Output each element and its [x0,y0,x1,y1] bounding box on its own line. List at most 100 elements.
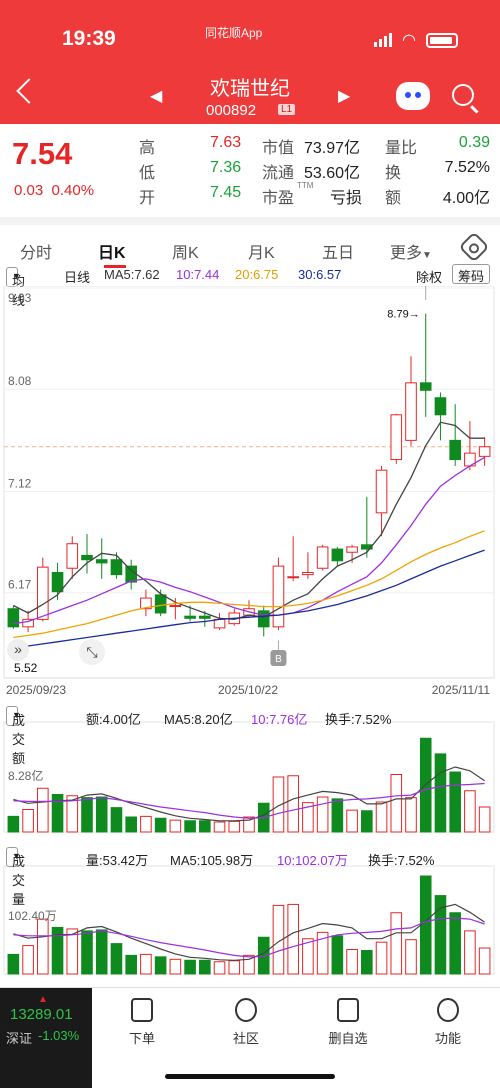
candle [287,576,299,579]
volume-bar [66,928,79,975]
volume-bar [140,953,152,975]
date-tick-end: 2025/11/11 [432,683,491,697]
chip-button[interactable]: 筹码 [452,264,491,284]
buy-marker [270,650,287,666]
candle [154,594,167,614]
price-axis-label: 6.17 [8,578,32,592]
candle [302,571,314,576]
volume-bar [125,816,137,833]
candle [140,597,152,610]
next-stock-icon[interactable]: ▶ [338,88,351,105]
nav-order[interactable]: 下单 [112,998,172,1047]
candle [184,615,196,619]
nav-remove-watch[interactable]: 删自选 [318,998,378,1047]
nav-functions[interactable]: 功能 [418,998,478,1047]
amount-legend-ma10: 10:7.76亿 [251,712,308,727]
volume-bar [272,776,285,833]
volume-bar [140,815,152,833]
expand-icon [7,639,29,661]
volume-bar [184,959,196,975]
amount-legend: 成交额 ▼ 额:4.00亿 MA5:8.20亿 10:7.76亿 换手:7.52… [0,706,500,766]
nav-remove-watch-label: 删自选 [328,1031,368,1046]
tab-monthly[interactable]: 月K [248,245,275,262]
candle [22,618,34,628]
volume-bar [81,797,93,833]
amount-selector-button[interactable]: 成交额 ▼ [6,706,25,766]
volume-bar [169,819,182,833]
volume-bar [449,912,461,975]
kline-frame [3,286,495,679]
volume-bar [228,960,241,975]
app-badge[interactable]: 同花顺App [205,26,263,40]
volume-legend-ma10: 10:102.07万 [277,853,348,868]
volume-bar [199,959,211,975]
settings-gear-icon[interactable] [458,231,490,263]
volume-bar [302,802,314,833]
stock-name: 欢瑞世纪 [210,78,290,100]
nav-community[interactable]: 社区 [216,998,276,1047]
index-ticker[interactable]: ▲ 13289.01 深证 -1.03% [0,988,92,1088]
mcap-value: 73.97亿 [304,140,361,157]
ma10-legend: 10:7.44 [176,267,220,282]
volume-bar [361,810,373,833]
tab-weekly[interactable]: 周K [172,245,199,262]
volume-bar [37,918,49,975]
prev-stock-icon[interactable]: ◀ [150,88,163,105]
volume-bar [390,912,403,975]
search-icon[interactable] [452,84,474,106]
volume-bar [331,935,344,975]
pe-label: 市盈 [262,190,295,207]
period-label: 日线 [64,270,91,285]
tab-daily[interactable]: 日K [98,245,126,262]
battery-icon [426,32,458,48]
volume-bar [434,753,447,833]
chevron-down-icon: ▼ [12,271,21,281]
high-value: 7.63 [210,134,242,151]
assistant-robot-icon[interactable] [396,82,430,110]
index-value: 13289.01 [10,1006,73,1023]
tab-five-day[interactable]: 五日 [322,245,355,262]
volume-bar [287,903,299,975]
volume-bar [478,947,491,975]
wifi-icon: ◠ [402,32,416,49]
ma10-line [13,456,485,625]
fullscreen-icon-glyph: ⤡ [86,644,97,660]
ma30-line [13,549,485,649]
volume-bar [331,798,344,833]
turnover-value: 7.52% [444,159,490,176]
signal-icon [374,33,393,47]
ma-selector-label: 均线 [12,274,26,308]
volume-bar [199,820,211,833]
volume-legend-value: 量:53.42万 [86,853,149,868]
ma-selector-button[interactable]: 均线 ▼ [6,267,25,308]
volume-bar [390,774,403,833]
tab-more[interactable]: 更多▼ [390,239,432,263]
candle [110,559,123,576]
tab-intraday[interactable]: 分时 [20,245,53,262]
ma10-amount-line [13,782,485,819]
volume-bar [316,796,329,833]
home-indicator [165,1074,335,1079]
kline-chart[interactable]: 9.038.087.126.178.79→5.52SB»⤡2025/09/232… [0,286,500,986]
volume-selector-label: 成交量 [12,854,26,907]
ma10-volume-line [13,917,485,958]
volume-bar [22,945,34,975]
float-label: 流通 [262,165,295,182]
stock-code: 000892 [206,102,257,119]
volume-bar [95,796,108,833]
candle [361,544,373,550]
volume-bar [7,953,20,975]
volume-bar [302,938,314,975]
volume-bar [361,949,373,975]
volume-bar [478,806,491,833]
price-axis-label: 7.12 [8,477,32,491]
volume-bar [449,771,461,833]
ex-rights-toggle[interactable]: 除权 [416,270,443,285]
index-name: 深证 [6,1031,33,1046]
volume-legend-turnover: 换手:7.52% [368,853,435,868]
volume-selector-button[interactable]: 成交量 ▼ [6,847,25,907]
volume-bar [405,797,417,833]
volume-bar [419,875,432,975]
mcap-label: 市值 [262,140,295,157]
open-label: 开 [139,190,156,207]
